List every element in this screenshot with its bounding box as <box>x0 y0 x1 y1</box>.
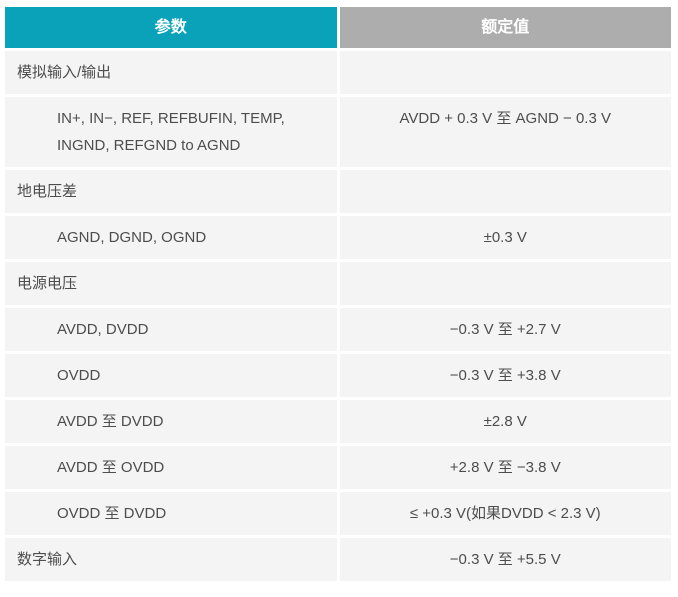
parameter-cell: AVDD 至 OVDD <box>5 446 337 489</box>
value-cell: AVDD + 0.3 V 至 AGND − 0.3 V <box>339 97 671 167</box>
value-cell: −0.3 V 至 +5.5 V <box>339 538 671 581</box>
table-row-section-ground-voltage-diff: 地电压差 <box>5 170 671 213</box>
parameter-cell: AGND, DGND, OGND <box>5 216 337 259</box>
parameter-cell: 模拟输入/输出 <box>5 51 337 94</box>
column-header-rated-value: 额定值 <box>339 7 671 48</box>
parameter-cell: AVDD 至 DVDD <box>5 400 337 443</box>
table-row-avdd-to-dvdd: AVDD 至 DVDD ±2.8 V <box>5 400 671 443</box>
value-cell: ≤ +0.3 V(如果DVDD < 2.3 V) <box>339 492 671 535</box>
table-row-section-analog-io: 模拟输入/输出 <box>5 51 671 94</box>
value-cell: ±2.8 V <box>339 400 671 443</box>
column-header-parameter: 参数 <box>5 7 337 48</box>
parameter-cell: OVDD <box>5 354 337 397</box>
value-cell <box>339 262 671 305</box>
table-row-ovdd: OVDD −0.3 V 至 +3.8 V <box>5 354 671 397</box>
parameter-cell: 数字输入 <box>5 538 337 581</box>
ratings-table-header: 参数 额定值 <box>5 7 671 48</box>
value-cell: ±0.3 V <box>339 216 671 259</box>
parameter-cell: OVDD 至 DVDD <box>5 492 337 535</box>
table-row-avdd-dvdd: AVDD, DVDD −0.3 V 至 +2.7 V <box>5 308 671 351</box>
value-cell: −0.3 V 至 +2.7 V <box>339 308 671 351</box>
value-cell <box>339 170 671 213</box>
table-row-analog-pins: IN+, IN−, REF, REFBUFIN, TEMP, INGND, RE… <box>5 97 671 167</box>
table-row-section-supply-voltage: 电源电压 <box>5 262 671 305</box>
value-cell: −0.3 V 至 +3.8 V <box>339 354 671 397</box>
table-row-ovdd-to-dvdd: OVDD 至 DVDD ≤ +0.3 V(如果DVDD < 2.3 V) <box>5 492 671 535</box>
table-row-avdd-to-ovdd: AVDD 至 OVDD +2.8 V 至 −3.8 V <box>5 446 671 489</box>
header-row: 参数 额定值 <box>5 7 671 48</box>
value-cell: +2.8 V 至 −3.8 V <box>339 446 671 489</box>
ratings-table-body: 模拟输入/输出 IN+, IN−, REF, REFBUFIN, TEMP, I… <box>5 51 671 581</box>
table-row-grounds: AGND, DGND, OGND ±0.3 V <box>5 216 671 259</box>
parameter-cell: 地电压差 <box>5 170 337 213</box>
ratings-table: 参数 额定值 模拟输入/输出 IN+, IN−, REF, REFBUFIN, … <box>2 4 674 584</box>
value-cell <box>339 51 671 94</box>
parameter-cell: AVDD, DVDD <box>5 308 337 351</box>
parameter-cell: IN+, IN−, REF, REFBUFIN, TEMP, INGND, RE… <box>5 97 337 167</box>
table-row-section-digital-input: 数字输入 −0.3 V 至 +5.5 V <box>5 538 671 581</box>
parameter-cell: 电源电压 <box>5 262 337 305</box>
